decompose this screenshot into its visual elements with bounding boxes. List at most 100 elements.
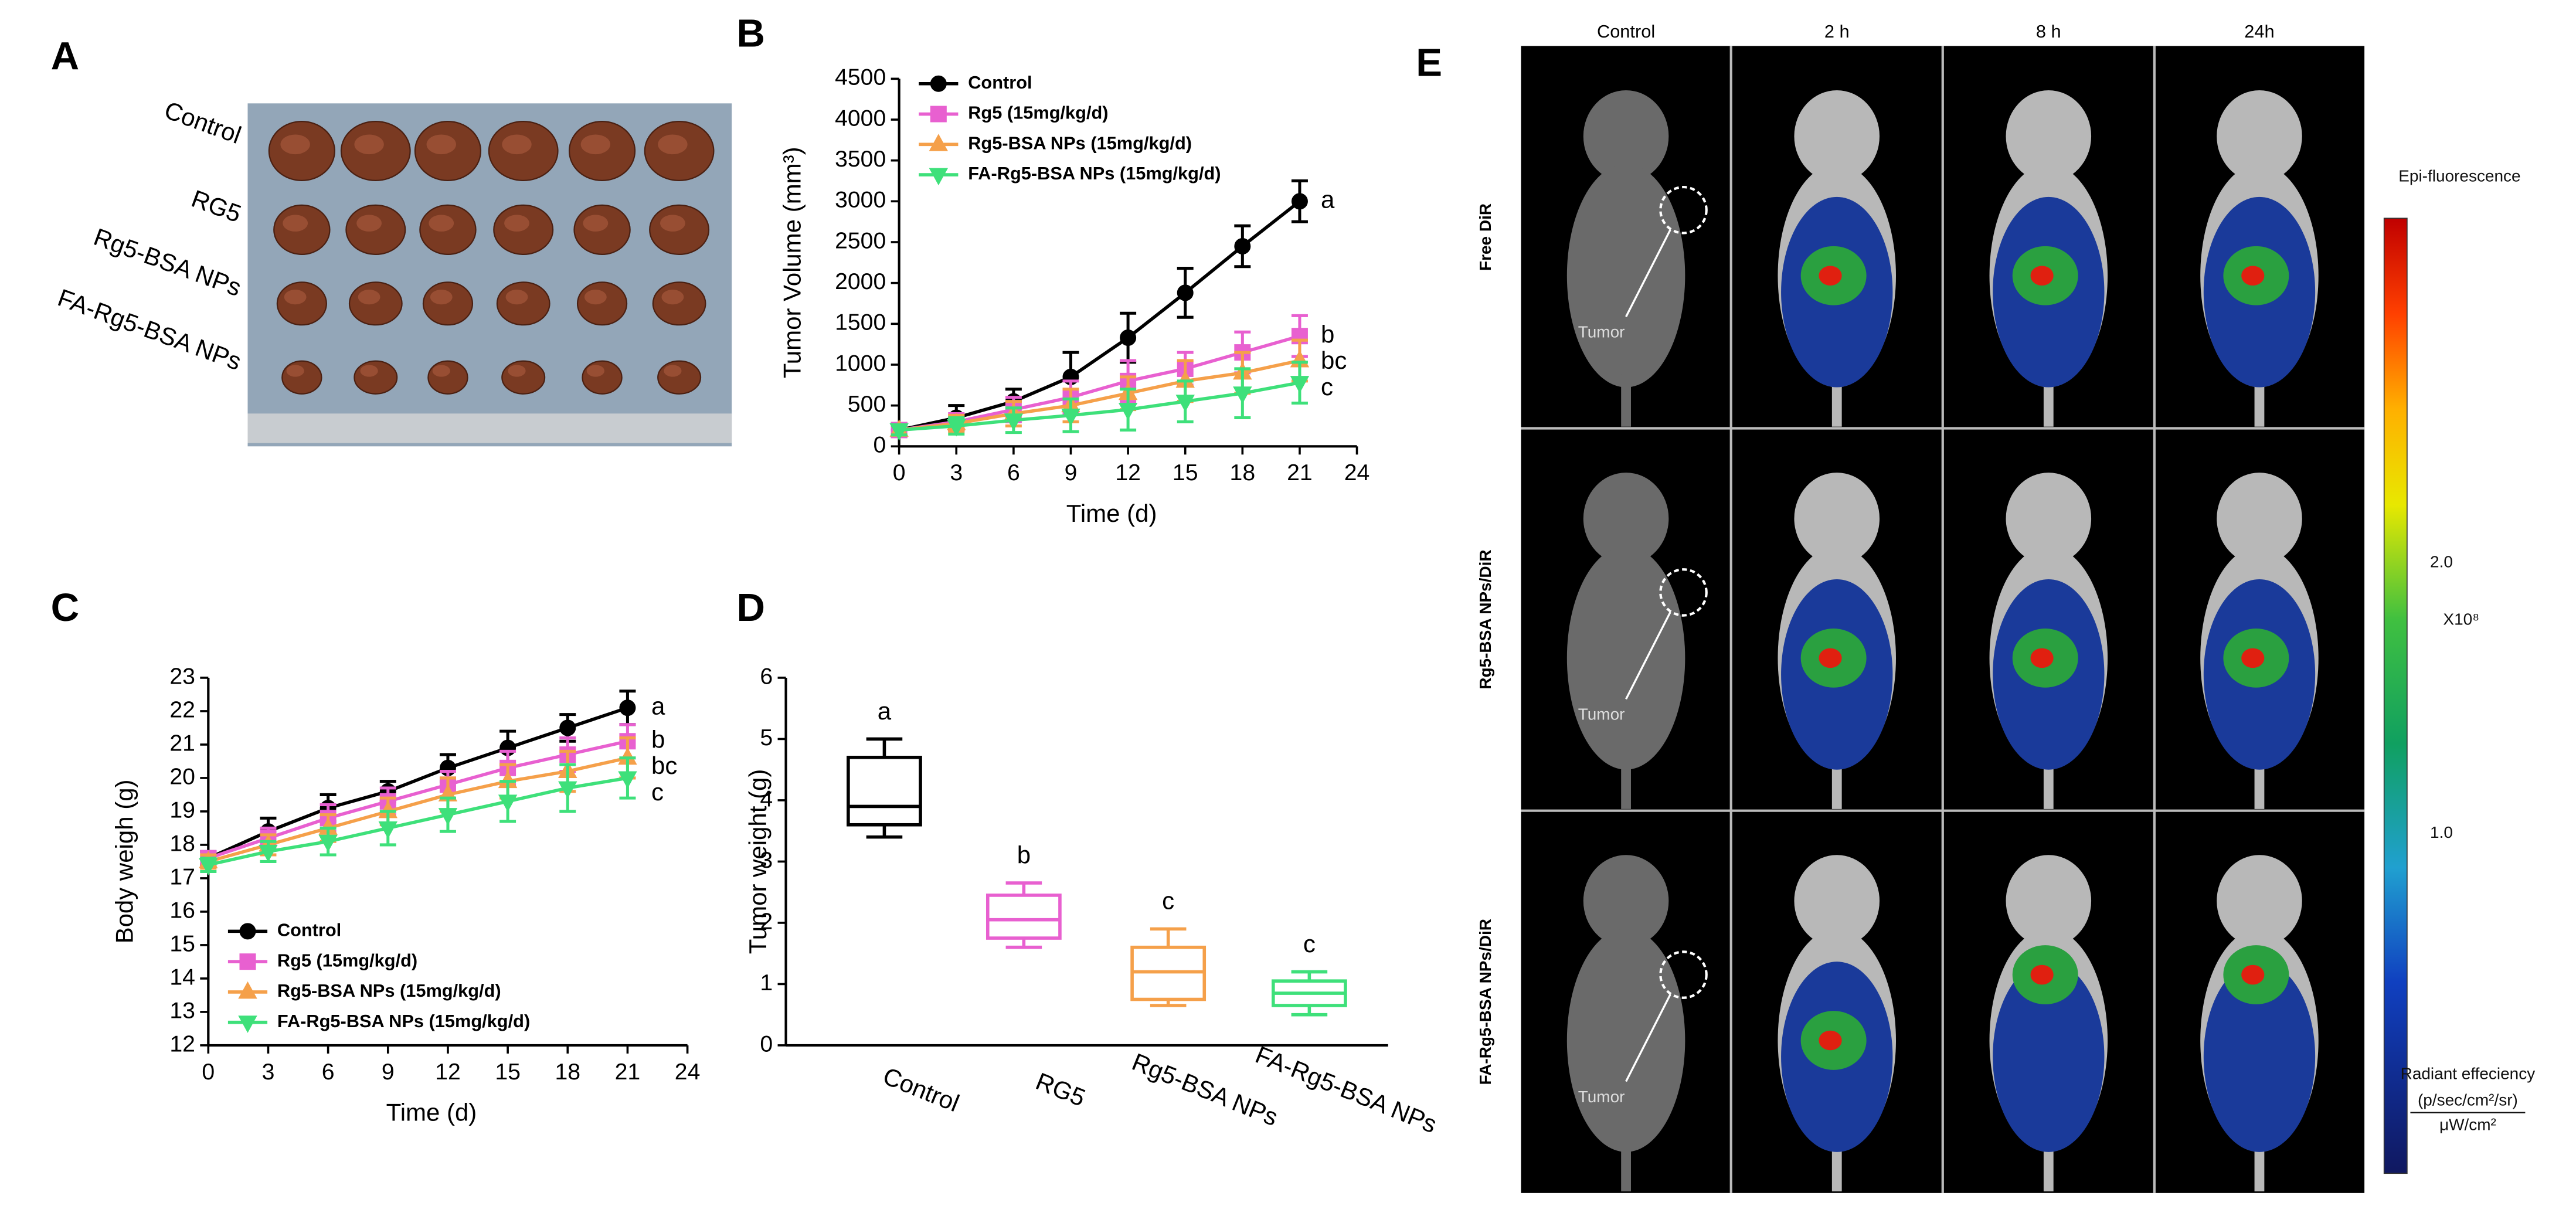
tumor — [657, 360, 702, 395]
tumor — [582, 360, 623, 395]
colorbar — [2383, 218, 2408, 1174]
group-letter: bc — [1321, 347, 1347, 374]
x-tick-label: Control — [879, 1062, 963, 1117]
group-letter: b — [1017, 841, 1031, 868]
panel-label: B — [737, 11, 766, 55]
row-label: Rg5-BSA NPs/DiR — [1476, 549, 1494, 689]
marker — [930, 75, 947, 92]
x-tick-label: 24 — [1344, 460, 1370, 485]
x-tick-label: 9 — [1065, 460, 1078, 485]
tumor-grid — [268, 121, 715, 395]
tumor-highlight — [502, 134, 532, 155]
tumor-highlight — [658, 134, 688, 155]
tumor-highlight — [508, 365, 526, 377]
signal-high — [1819, 648, 1842, 668]
legend-label: Rg5-BSA NPs (15mg/kg/d) — [968, 133, 1192, 153]
group-letter: a — [1321, 185, 1335, 213]
legend-label: FA-Rg5-BSA NPs (15mg/kg/d) — [968, 163, 1221, 184]
colorbar-unit: Radiant effeciency — [2401, 1065, 2536, 1083]
marker — [239, 923, 256, 940]
marker — [1120, 330, 1137, 346]
group-letter: bc — [651, 752, 677, 779]
mouse-leg — [1831, 1139, 1842, 1192]
tumor-highlight — [586, 365, 604, 377]
marker — [1234, 237, 1251, 254]
mouse-leg — [2254, 756, 2265, 809]
y-tick-label: 18 — [169, 831, 195, 856]
colorbar-unit: μW/cm² — [2439, 1115, 2496, 1133]
tumor — [422, 281, 474, 326]
x-tick-label: FA-Rg5-BSA NPs — [1252, 1041, 1441, 1139]
tumor-highlight — [283, 215, 308, 232]
group-letter: c — [1162, 887, 1174, 915]
signal-high — [1819, 1030, 1842, 1051]
marker — [238, 981, 257, 999]
y-tick-label: 4 — [760, 786, 773, 811]
x-tick-label: 21 — [615, 1059, 641, 1085]
pointer-arrow — [1625, 994, 1671, 1082]
marker — [558, 781, 577, 799]
colorbar-tick: 2.0 — [2430, 552, 2453, 570]
mouse-body — [1566, 546, 1685, 770]
marker — [618, 771, 637, 789]
ruler — [247, 413, 732, 443]
y-tick-label: 19 — [169, 797, 195, 823]
marker — [1004, 413, 1024, 431]
colorbar-multiplier: X10⁸ — [2443, 610, 2479, 628]
tumor-highlight — [360, 365, 378, 377]
y-tick-label: 0 — [760, 1031, 773, 1057]
tumor-highlight — [358, 290, 380, 305]
tumor — [576, 281, 628, 326]
mouse-head — [2006, 855, 2092, 947]
panel-label: A — [51, 35, 79, 79]
tumor-highlight — [505, 290, 528, 305]
mouse-head — [1794, 473, 1880, 565]
marker — [498, 794, 518, 812]
marker — [559, 719, 576, 736]
x-tick-label: 12 — [1115, 460, 1141, 485]
y-tick-label: 3000 — [835, 188, 886, 213]
tumor — [652, 281, 706, 326]
legend-label: Rg5-BSA NPs (15mg/kg/d) — [277, 980, 501, 1001]
y-tick-label: 22 — [169, 697, 195, 722]
marker — [199, 858, 218, 876]
signal-low — [2203, 962, 2316, 1152]
mouse-leg — [2043, 756, 2054, 809]
tumor — [281, 360, 322, 395]
mouse-leg — [1621, 1139, 1631, 1192]
signal-low — [1993, 962, 2105, 1152]
series — [199, 756, 637, 876]
colorbar-title: Epi-fluorescence — [2398, 167, 2520, 185]
panel-label: D — [737, 586, 766, 630]
line — [208, 756, 628, 864]
mouse-leg — [2043, 374, 2054, 427]
group-letter: c — [1303, 930, 1316, 957]
y-tick-label: 20 — [169, 764, 195, 789]
x-tick-label: 12 — [435, 1059, 461, 1085]
tumor-highlight — [661, 290, 684, 305]
y-tick-label: 13 — [169, 998, 195, 1023]
line — [208, 739, 628, 860]
legend-label: Rg5 (15mg/kg/d) — [277, 950, 417, 970]
legend-label: Rg5 (15mg/kg/d) — [968, 103, 1108, 123]
y-tick-label: 4000 — [835, 106, 886, 131]
x-tick-label: 0 — [202, 1059, 215, 1085]
x-tick-label: 3 — [950, 460, 963, 485]
mouse-body — [1566, 164, 1685, 388]
mouse-head — [2006, 90, 2092, 182]
tumor-highlight — [284, 290, 307, 305]
y-tick-label: 6 — [760, 664, 773, 689]
mouse-head — [1583, 855, 1669, 947]
tumor-highlight — [580, 134, 611, 155]
y-axis-label: Body weigh (g) — [110, 779, 138, 943]
signal-high — [2241, 964, 2265, 985]
box — [847, 737, 922, 839]
column-label: 8 h — [2036, 21, 2061, 42]
tumor-highlight — [504, 215, 529, 232]
mouse-head — [2217, 473, 2302, 565]
y-tick-label: 3 — [760, 848, 773, 873]
line — [899, 200, 1301, 432]
tumor-highlight — [660, 215, 685, 232]
